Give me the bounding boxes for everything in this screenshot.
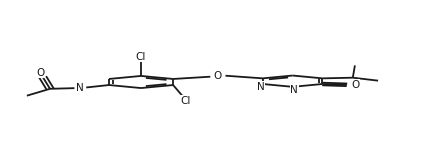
Text: O: O bbox=[36, 68, 45, 78]
Text: N: N bbox=[257, 82, 265, 92]
Text: N: N bbox=[77, 83, 84, 93]
Text: Cl: Cl bbox=[136, 52, 146, 62]
Text: O: O bbox=[351, 80, 360, 90]
Text: Cl: Cl bbox=[181, 96, 191, 106]
Text: N: N bbox=[290, 85, 298, 95]
Text: O: O bbox=[214, 71, 222, 81]
